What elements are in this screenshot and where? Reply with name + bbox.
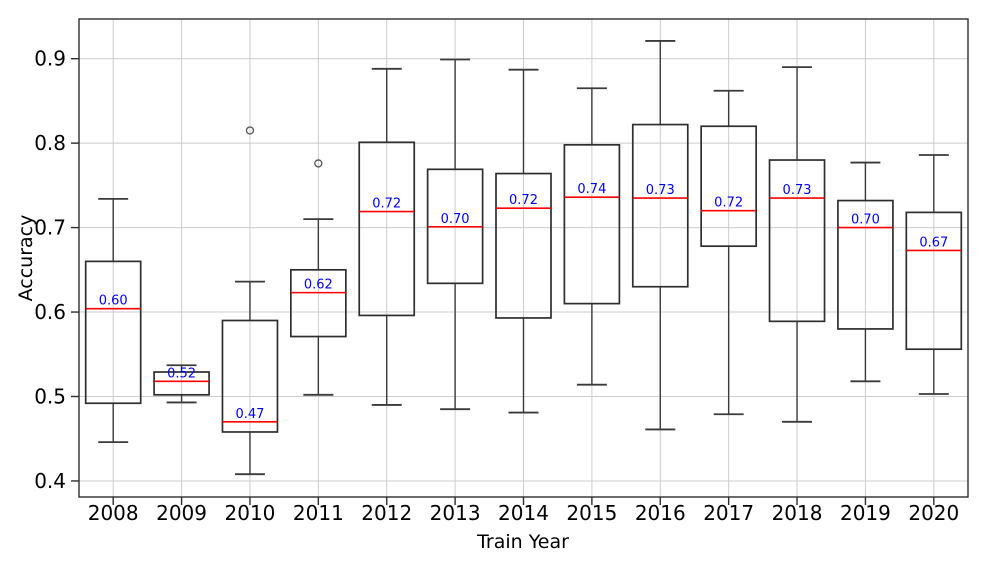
box xyxy=(768,159,826,323)
x-tick-label: 2016 xyxy=(635,501,686,525)
box xyxy=(358,141,416,317)
y-tick-label: 0.9 xyxy=(34,47,66,71)
y-tick-label: 0.8 xyxy=(34,131,66,155)
box xyxy=(700,125,758,248)
x-tick-label: 2011 xyxy=(293,501,344,525)
box xyxy=(84,260,142,405)
x-tick-label: 2010 xyxy=(225,501,276,525)
y-tick-label: 0.6 xyxy=(34,300,66,324)
box xyxy=(289,268,347,338)
x-tick-label: 2020 xyxy=(908,501,959,525)
x-axis-label: Train Year xyxy=(477,531,569,553)
box xyxy=(495,172,552,319)
median-label: 0.74 xyxy=(577,182,606,197)
median-label: 0.70 xyxy=(441,212,470,227)
x-tick-label: 2017 xyxy=(703,501,754,525)
box xyxy=(631,123,689,288)
box xyxy=(153,371,210,396)
median-label: 0.72 xyxy=(714,196,743,211)
median-label: 0.73 xyxy=(783,183,812,198)
median-label: 0.47 xyxy=(235,407,264,422)
x-tick-label: 2012 xyxy=(361,501,412,525)
x-tick-label: 2013 xyxy=(430,501,481,525)
median-label: 0.52 xyxy=(167,366,196,381)
x-tick-label: 2015 xyxy=(566,501,617,525)
plot-frame xyxy=(78,18,969,498)
median-label: 0.60 xyxy=(99,294,128,309)
outlier-point xyxy=(245,126,255,135)
y-axis-label: Accuracy xyxy=(15,214,37,302)
x-tick-label: 2008 xyxy=(88,501,139,525)
box xyxy=(221,319,279,433)
box xyxy=(905,211,963,351)
x-tick-label: 2014 xyxy=(498,501,549,525)
x-tick-label: 2019 xyxy=(840,501,891,525)
median-label: 0.72 xyxy=(372,197,401,212)
y-tick-label: 0.7 xyxy=(34,216,66,240)
median-label: 0.67 xyxy=(919,235,948,250)
x-tick-label: 2018 xyxy=(772,501,823,525)
box xyxy=(837,199,894,330)
median-label: 0.62 xyxy=(304,278,333,293)
outlier-point xyxy=(314,159,323,168)
median-label: 0.72 xyxy=(509,193,538,208)
box xyxy=(563,143,621,305)
y-tick-label: 0.4 xyxy=(34,469,66,493)
x-tick-label: 2009 xyxy=(156,501,207,525)
y-tick-label: 0.5 xyxy=(34,385,66,409)
median-label: 0.73 xyxy=(646,183,675,198)
median-label: 0.70 xyxy=(851,213,880,228)
